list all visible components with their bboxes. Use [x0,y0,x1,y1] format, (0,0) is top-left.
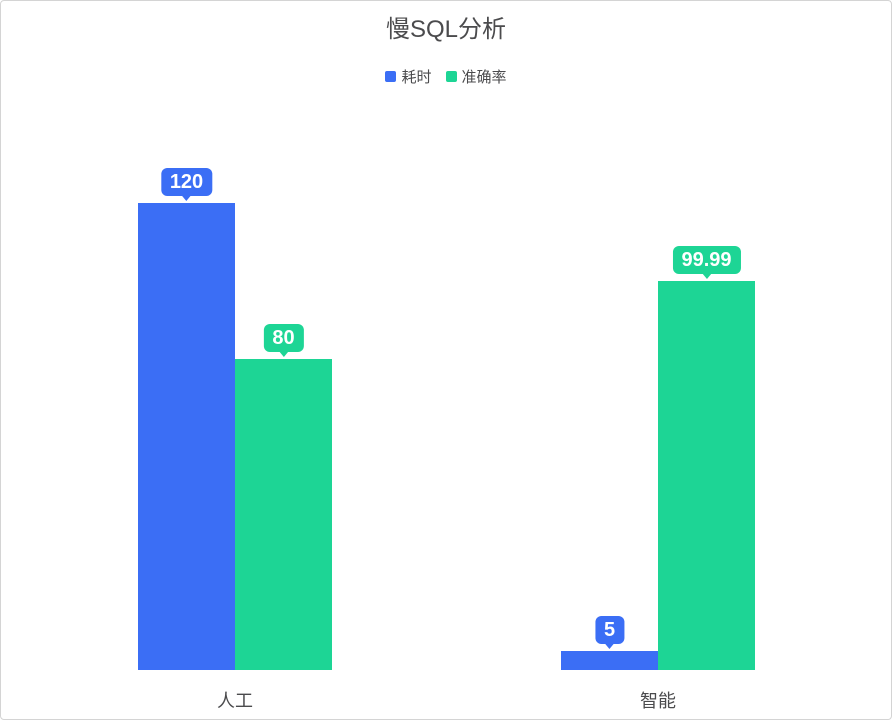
value-label-accuracy-intelligent: 99.99 [672,246,741,279]
bar-accuracy-manual[interactable] [235,359,332,670]
chart-title: 慢SQL分析 [385,16,507,43]
legend-swatch-accuracy [445,71,457,82]
value-label-time-cost-intelligent: 5 [594,616,625,649]
x-axis-label-manual: 人工 [217,691,253,711]
bar-time-cost-intelligent[interactable] [561,651,658,670]
bar-accuracy-intelligent[interactable] [658,281,755,670]
value-label-accuracy-manual: 80 [263,324,304,357]
legend-item-accuracy[interactable]: 准确率 [445,66,507,87]
bar-time-cost-manual[interactable] [138,203,235,670]
legend-label-accuracy: 准确率 [461,69,507,86]
legend-swatch-time-cost [385,71,397,82]
value-label-time-cost-manual: 120 [160,168,213,201]
legend-item-time-cost[interactable]: 耗时 [385,66,432,87]
x-axis-label-intelligent: 智能 [640,691,676,711]
legend: 耗时 准确率 [1,66,891,87]
legend-label-time-cost: 耗时 [401,69,432,86]
